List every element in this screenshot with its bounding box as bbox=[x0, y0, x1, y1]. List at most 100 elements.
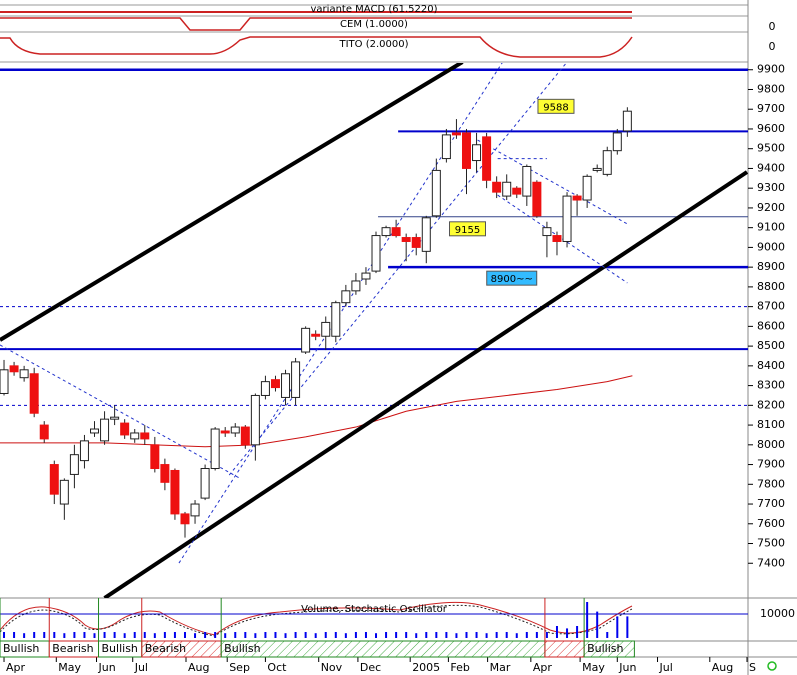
signal-segment bbox=[220, 640, 546, 658]
candle-body bbox=[110, 416, 120, 420]
candle-body bbox=[29, 373, 39, 414]
candle-body bbox=[240, 426, 250, 446]
candle-body bbox=[170, 469, 180, 515]
volume-bar bbox=[586, 602, 589, 638]
candle-body bbox=[492, 181, 502, 193]
volume-bar bbox=[314, 633, 317, 638]
y-tick-label: 9100 bbox=[757, 221, 785, 234]
candle-body bbox=[180, 513, 190, 525]
y-tick-label: 9600 bbox=[757, 122, 785, 135]
y-tick-label: 7900 bbox=[757, 458, 785, 471]
x-tick-label: Aug bbox=[712, 661, 733, 674]
candle-body bbox=[552, 235, 562, 242]
volume-bar bbox=[566, 628, 569, 638]
candle-body bbox=[200, 468, 210, 499]
y-tick-label: 8600 bbox=[757, 319, 785, 332]
candle-body bbox=[0, 369, 9, 394]
volume-bar bbox=[43, 632, 46, 638]
volume-bar bbox=[284, 633, 287, 638]
y-tick-label: 9900 bbox=[757, 63, 785, 76]
candle-body bbox=[341, 290, 351, 304]
moving-average bbox=[0, 375, 633, 448]
stochastic-signal bbox=[0, 604, 633, 637]
candle-body bbox=[250, 394, 260, 446]
volume-bar bbox=[264, 632, 267, 638]
volume-bar bbox=[3, 632, 6, 638]
candle-body bbox=[281, 373, 291, 398]
volume-bar bbox=[93, 633, 96, 638]
x-tick-label: Oct bbox=[267, 661, 287, 674]
x-tick-label: Jun bbox=[618, 661, 636, 674]
volume-bar bbox=[495, 632, 498, 638]
annotation-label: 9155 bbox=[455, 225, 480, 236]
x-tick-label: Sep bbox=[229, 661, 250, 674]
candle-body bbox=[260, 381, 270, 396]
volume-bar bbox=[535, 632, 538, 638]
candle-body bbox=[291, 361, 301, 398]
volume-bar bbox=[324, 632, 327, 638]
candle-body bbox=[100, 418, 110, 442]
volume-bar bbox=[545, 632, 548, 638]
candle-body bbox=[9, 365, 19, 373]
candle-body bbox=[230, 426, 240, 434]
annotation-box bbox=[449, 221, 486, 237]
candle-body bbox=[160, 464, 170, 483]
y-tick-label: 7500 bbox=[757, 537, 785, 550]
volume-bar bbox=[163, 632, 166, 638]
volume-bar bbox=[515, 633, 518, 638]
candle-body bbox=[301, 327, 311, 353]
x-tick-label: 2005 bbox=[412, 661, 440, 674]
annotation-label: 8900~~ bbox=[491, 274, 533, 285]
plot-area bbox=[0, 63, 748, 598]
y-tick-label: 7700 bbox=[757, 497, 785, 510]
candle-body bbox=[542, 227, 552, 237]
candle-body bbox=[270, 379, 280, 389]
y-tick-label: 9800 bbox=[757, 82, 785, 95]
volume-bar bbox=[123, 633, 126, 638]
x-tick-label: S bbox=[749, 661, 756, 674]
signal-label: Bearish bbox=[52, 642, 93, 655]
volume-tick-label: 10000 bbox=[760, 607, 795, 620]
annotation-box bbox=[486, 270, 538, 286]
volume-bar bbox=[153, 633, 156, 638]
volume-bar bbox=[254, 633, 257, 638]
volume-bar bbox=[204, 632, 207, 638]
candle-body bbox=[572, 195, 582, 201]
volume-bar bbox=[425, 632, 428, 638]
trendline bbox=[497, 194, 628, 284]
volume-bar bbox=[344, 633, 347, 638]
candle-body bbox=[210, 428, 220, 470]
volume-bar bbox=[194, 633, 197, 638]
candle-body bbox=[140, 432, 150, 440]
volume-bar bbox=[73, 632, 76, 638]
volume-bar bbox=[214, 632, 217, 638]
x-tick-label: Nov bbox=[321, 661, 343, 674]
candle-body bbox=[351, 280, 361, 292]
trendline bbox=[0, 344, 240, 479]
y-tick-label: 9200 bbox=[757, 201, 785, 214]
volume-bar bbox=[224, 633, 227, 638]
signal-label: Bullish bbox=[224, 642, 260, 655]
volume-bar bbox=[13, 632, 16, 638]
volume-bar bbox=[435, 632, 438, 638]
y-tick-label: 8800 bbox=[757, 280, 785, 293]
volume-bar bbox=[173, 632, 176, 638]
candle-body bbox=[59, 479, 69, 505]
volume-bar bbox=[33, 632, 36, 638]
volume-bar bbox=[294, 632, 297, 638]
volume-bar bbox=[354, 632, 357, 638]
candle-body bbox=[321, 321, 331, 337]
volume-bar bbox=[143, 632, 146, 638]
candle-body bbox=[431, 169, 441, 217]
volume-bar bbox=[415, 633, 418, 638]
candle-body bbox=[19, 369, 29, 379]
candle-body bbox=[311, 333, 321, 337]
x-tick-label: Feb bbox=[450, 661, 469, 674]
volume-bar bbox=[385, 632, 388, 638]
volume-bar bbox=[375, 633, 378, 638]
signal-label: Bullish bbox=[587, 642, 623, 655]
y-tick-label: 8200 bbox=[757, 398, 785, 411]
y-tick-label: 9000 bbox=[757, 240, 785, 253]
volume-bar bbox=[465, 632, 468, 638]
